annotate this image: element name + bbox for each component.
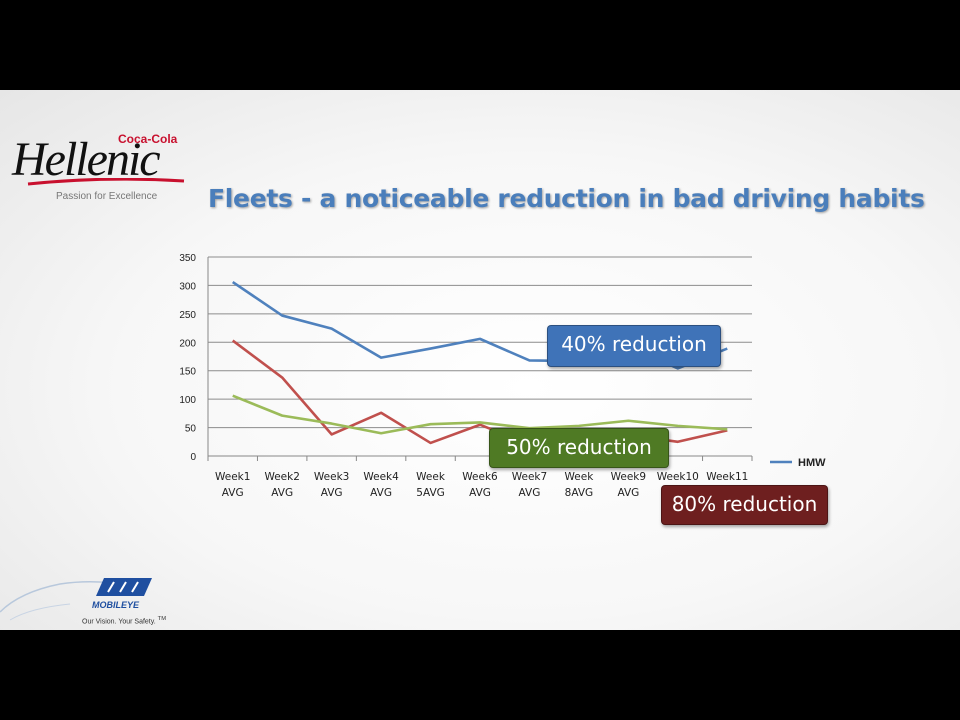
mobileye-slogan: Our Vision. Your Safety. TM <box>82 616 166 625</box>
x-tick-label-line: 5AVG <box>416 487 445 499</box>
x-tick-label-line: Week1 <box>215 471 250 483</box>
x-tick-label: Week 8AVG <box>565 471 595 499</box>
x-tick-label-line: AVG <box>617 487 639 499</box>
x-tick-label: Week6 AVG <box>462 471 498 499</box>
x-tick-label: Week7 AVG <box>512 471 547 499</box>
logo-tagline: Passion for Excellence <box>56 191 158 202</box>
x-tick-label: Week2 AVG <box>264 471 299 499</box>
y-tick-label: 50 <box>185 424 197 435</box>
x-tick-label-line: Week11 <box>706 471 748 483</box>
y-tick-label: 150 <box>179 367 196 378</box>
y-tick-label: 100 <box>179 395 196 406</box>
x-tick-label-line: AVG <box>370 487 392 499</box>
x-tick-label-line: AVG <box>271 487 293 499</box>
x-tick-label-line: AVG <box>469 487 491 499</box>
x-tick-label-line: Week3 <box>314 471 349 483</box>
x-tick-label-line: Week9 <box>611 471 646 483</box>
x-tick-label: Week 5AVG <box>416 471 446 499</box>
x-tick-label-line: Week2 <box>264 471 299 483</box>
legend-label-hmw: HMW <box>798 457 826 469</box>
x-tick-label-line: Week <box>565 471 595 483</box>
logo-swoosh-icon <box>27 178 185 186</box>
slide: Hellenic Coca-Cola Passion for Excellenc… <box>0 90 960 630</box>
logo-script-name: Hellenic <box>12 133 161 186</box>
mobileye-logo: MOBILEYE Our Vision. Your Safety. TM <box>0 570 200 630</box>
series-line-fcw <box>232 394 728 435</box>
x-tick-label: Week1 AVG <box>215 471 250 499</box>
x-tick-label-line: Week <box>416 471 446 483</box>
car-outline-icon <box>0 578 152 621</box>
coca-cola-hellenic-logo: Hellenic Coca-Cola Passion for Excellenc… <box>8 128 188 208</box>
x-tick-label-line: AVG <box>519 487 541 499</box>
ldw-reduction-callout: 80% reduction <box>661 485 828 525</box>
x-tick-label-line: Week10 <box>657 471 699 483</box>
x-tick-label-line: Week4 <box>363 471 399 483</box>
y-tick-label: 200 <box>179 338 196 349</box>
x-tick-label: Week4 AVG <box>363 471 399 499</box>
x-tick-label-line: Week7 <box>512 471 547 483</box>
mobileye-slogan-text: Our Vision. Your Safety. <box>82 618 156 626</box>
trademark-mark: TM <box>157 616 167 622</box>
mobileye-wordmark: MOBILEYE <box>92 600 140 610</box>
slide-title: Fleets - a noticeable reduction in bad d… <box>208 184 925 213</box>
hmw-reduction-callout: 40% reduction <box>547 325 721 367</box>
x-tick-label: Week3 AVG <box>314 471 349 499</box>
y-tick-label: 0 <box>190 452 196 463</box>
x-tick-label-line: 8AVG <box>565 487 594 499</box>
x-tick-label-line: Week6 <box>462 471 498 483</box>
y-tick-label: 250 <box>179 310 196 321</box>
logo-brand: Coca-Cola <box>118 132 178 146</box>
x-tick-label-line: AVG <box>321 487 343 499</box>
fcw-reduction-callout: 50% reduction <box>489 428 669 468</box>
y-tick-label: 350 <box>179 253 196 264</box>
x-tick-label: Week9 AVG <box>611 471 646 499</box>
y-tick-label: 300 <box>179 281 196 292</box>
x-tick-label-line: AVG <box>222 487 244 499</box>
